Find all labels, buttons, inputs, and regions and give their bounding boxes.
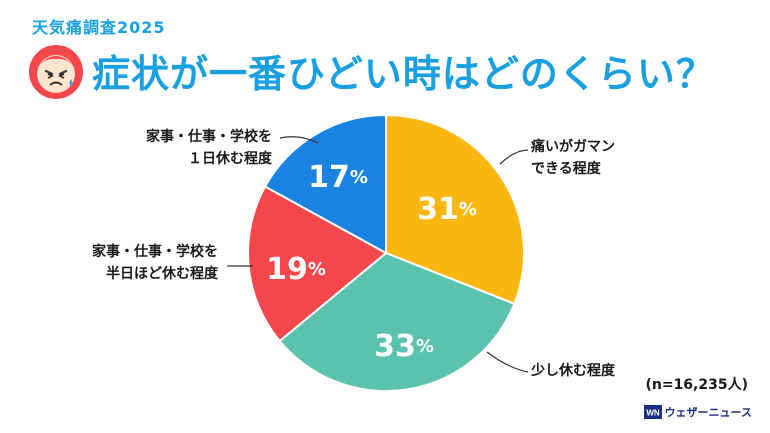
- pie-slice-ichinichi: [263, 113, 387, 255]
- pie-slice-gaman: [385, 113, 525, 306]
- chart-title: 症状が一番ひどい時はどのくらい？: [92, 52, 715, 96]
- chart-subtitle: 天気痛調査2025: [32, 18, 166, 37]
- legend-label-sukoshi: 少し休む程度: [531, 363, 615, 379]
- data-label-gaman: 31%: [417, 192, 477, 227]
- leader-line-gaman: [499, 149, 529, 165]
- pained-face-icon: [29, 45, 83, 99]
- data-label-sukoshi: 33%: [374, 329, 434, 364]
- leader-line-sukoshi: [486, 351, 529, 373]
- data-label-hannichi: 19%: [266, 252, 326, 287]
- brand-name: ウェザーニュース: [664, 406, 752, 419]
- brand-logo: WN ウェザーニュース: [643, 404, 752, 420]
- weathernews-logo-icon: WN: [643, 405, 662, 419]
- leader-line-ichinichi: [279, 136, 319, 144]
- sample-size-note: (n=16,235人): [645, 377, 748, 393]
- pie-slice-sukoshi: [278, 251, 516, 392]
- data-label-ichinichi: 17%: [308, 160, 368, 195]
- svg-text:WN: WN: [646, 409, 660, 418]
- legend-label-gaman: 痛いがガマン できる程度: [531, 139, 615, 177]
- legend-label-ichinichi: 家事・仕事・学校を １日休む程度: [146, 129, 272, 167]
- legend-label-hannichi: 家事・仕事・学校を 半日ほど休む程度: [92, 244, 218, 282]
